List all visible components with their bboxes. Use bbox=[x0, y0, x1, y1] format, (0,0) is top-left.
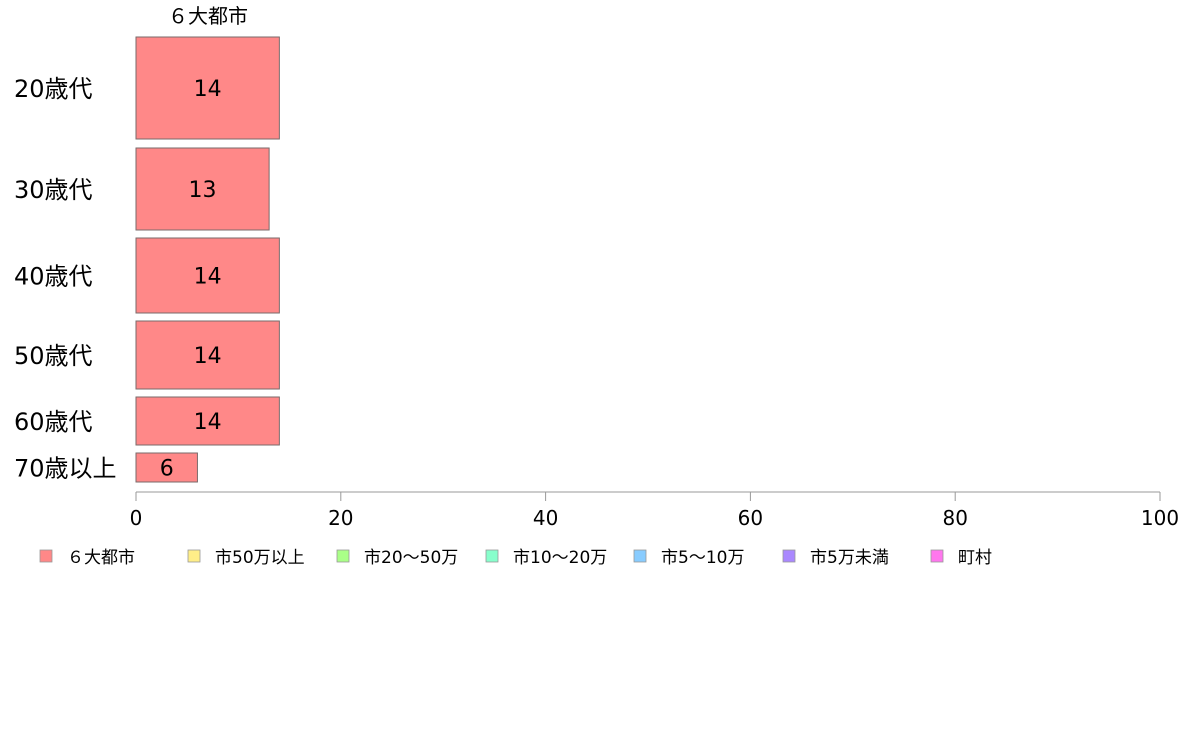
bar-value-label: 14 bbox=[194, 77, 222, 102]
x-tick-label: 0 bbox=[130, 506, 143, 530]
bar-value-label: 13 bbox=[189, 178, 217, 203]
legend-label: ６大都市 bbox=[67, 548, 135, 568]
category-label: 30歳代 bbox=[14, 176, 93, 204]
category-labels: 20歳代 30歳代 40歳代 50歳代 60歳代 70歳以上 bbox=[14, 75, 117, 483]
x-tick-label: 80 bbox=[942, 506, 967, 530]
category-label: 60歳代 bbox=[14, 408, 93, 436]
bar-value-label: 6 bbox=[160, 457, 174, 482]
bars-group: 14 13 14 14 14 6 bbox=[135, 36, 280, 483]
x-tick-label: 40 bbox=[533, 506, 558, 530]
legend-swatch bbox=[39, 549, 53, 563]
bar bbox=[135, 452, 198, 483]
bar-value-label: 14 bbox=[194, 410, 222, 435]
x-axis: 0 20 40 60 80 100 bbox=[130, 491, 1179, 530]
bar bbox=[135, 396, 280, 446]
legend-swatch bbox=[187, 549, 201, 563]
legend-swatch bbox=[336, 549, 350, 563]
legend-label: 市20〜50万 bbox=[364, 548, 458, 568]
bar bbox=[135, 237, 280, 314]
legend-label: 市5万未満 bbox=[810, 548, 889, 568]
legend-swatch bbox=[633, 549, 647, 563]
category-label: 50歳代 bbox=[14, 342, 93, 370]
legend-label: 市10〜20万 bbox=[513, 548, 607, 568]
legend-label: 町村 bbox=[958, 548, 992, 568]
x-tick-label: 60 bbox=[738, 506, 763, 530]
legend-swatch bbox=[930, 549, 944, 563]
x-tick-label: 100 bbox=[1141, 506, 1179, 530]
legend-swatch bbox=[485, 549, 499, 563]
legend-swatch bbox=[782, 549, 796, 563]
bar bbox=[135, 320, 280, 390]
bar-value-label: 14 bbox=[194, 344, 222, 369]
x-tick-label: 20 bbox=[328, 506, 353, 530]
bar bbox=[135, 36, 280, 140]
bar-value-label: 14 bbox=[194, 265, 222, 290]
category-label: 20歳代 bbox=[14, 75, 93, 103]
legend: ６大都市 市50万以上 市20〜50万 市10〜20万 市5〜10万 市5万未満 町村 bbox=[39, 548, 992, 568]
segment-group-label: ６大都市 bbox=[168, 4, 248, 28]
category-label: 40歳代 bbox=[14, 263, 93, 291]
legend-label: 市5〜10万 bbox=[661, 548, 744, 568]
bar bbox=[135, 147, 270, 231]
category-label: 70歳以上 bbox=[14, 455, 117, 483]
legend-label: 市50万以上 bbox=[215, 548, 305, 568]
